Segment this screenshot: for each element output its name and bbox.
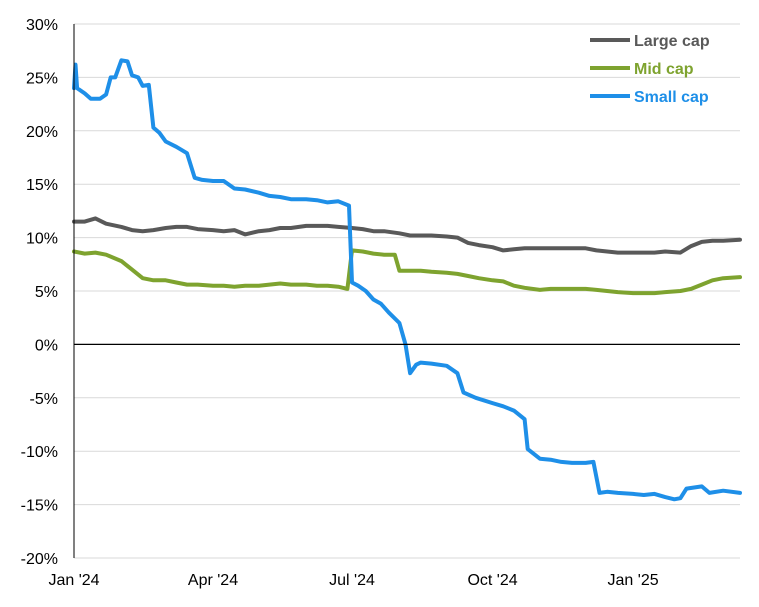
x-axis-tick-labels: Jan '24 Apr '24 Jul '24 Oct '24 Jan '25 xyxy=(48,572,658,589)
x-tick-label: Jul '24 xyxy=(329,572,375,589)
y-tick-label: -10% xyxy=(21,444,58,461)
gridlines xyxy=(74,23,740,559)
y-tick-label: 0% xyxy=(35,337,58,354)
y-tick-label: 25% xyxy=(26,70,58,87)
legend-label: Small cap xyxy=(634,89,709,106)
y-tick-label: -5% xyxy=(30,391,58,408)
y-tick-label: 15% xyxy=(26,177,58,194)
legend-label: Large cap xyxy=(634,33,710,50)
legend: Large cap Mid cap Small cap xyxy=(590,33,710,106)
y-tick-label: 5% xyxy=(35,284,58,301)
y-tick-label: 20% xyxy=(26,124,58,141)
series-line-large-cap xyxy=(72,216,742,255)
x-tick-label: Apr '24 xyxy=(188,572,238,589)
series-line-small-cap xyxy=(72,58,742,502)
y-tick-label: 10% xyxy=(26,231,58,248)
y-tick-label: -20% xyxy=(21,551,58,568)
x-tick-label: Jan '24 xyxy=(48,572,99,589)
series-lines xyxy=(72,58,742,502)
series-line-mid-cap xyxy=(72,248,742,296)
y-tick-label: -15% xyxy=(21,498,58,515)
y-tick-label: 30% xyxy=(26,17,58,34)
y-axis-tick-labels: 30% 25% 20% 15% 10% 5% 0% -5% -10% -15% -20% xyxy=(21,17,58,568)
x-tick-label: Jan '25 xyxy=(608,572,659,589)
legend-label: Mid cap xyxy=(634,61,694,78)
x-tick-label: Oct '24 xyxy=(467,572,517,589)
